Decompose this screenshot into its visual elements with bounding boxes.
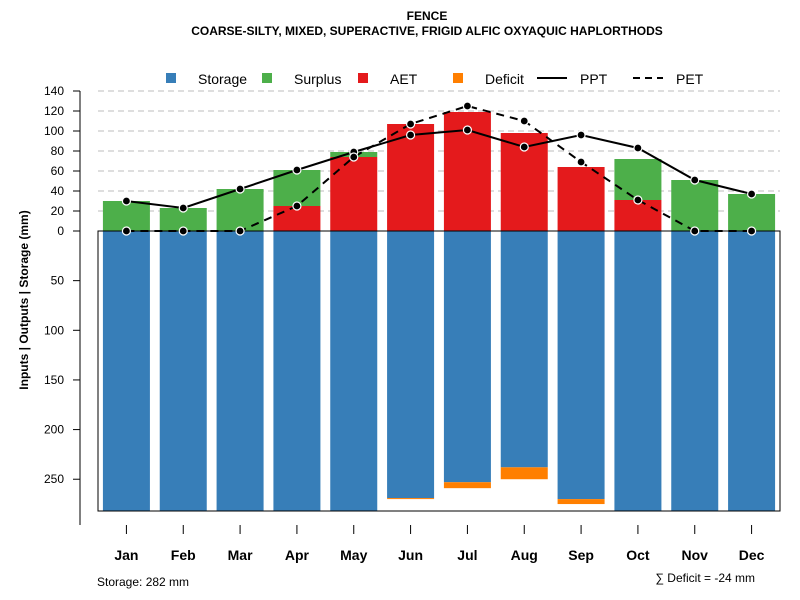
storage-bar-feb — [159, 231, 207, 511]
ppt-point-aug — [519, 142, 529, 152]
aet-bar-oct — [614, 200, 662, 231]
y-axis-label: Inputs | Outputs | Storage (mm) — [17, 210, 31, 389]
deficit-bar-jun — [387, 498, 435, 500]
storage-bar-jul — [443, 231, 491, 483]
legend-pet-label: PET — [676, 71, 704, 87]
legend-deficit-label: Deficit — [485, 71, 524, 87]
legend-ppt-label: PPT — [580, 71, 608, 87]
y-tick-label: 120 — [44, 104, 64, 118]
pet-point-jan — [121, 226, 132, 236]
legend: Storage Surplus AET Deficit PPT PET — [166, 71, 704, 87]
ppt-point-feb — [178, 203, 188, 213]
legend-storage-label: Storage — [198, 71, 247, 87]
x-axis: Jan Feb Mar Apr May Jun Jul Aug Sep Oct Nov Dec — [114, 525, 765, 563]
ppt-line — [126, 128, 752, 210]
storage-bar-apr — [273, 231, 321, 511]
y-tick-label: 60 — [51, 164, 65, 178]
ppt-point-jul — [462, 125, 473, 135]
series-points — [121, 101, 757, 236]
aet-bar-jun — [387, 124, 435, 231]
deficit-note: ∑ Deficit = -24 mm — [655, 571, 755, 585]
pet-point-mar — [235, 226, 245, 236]
deficit-bar-jul — [443, 482, 491, 489]
deficit-bar-aug — [500, 467, 548, 480]
chart-subtitle: COARSE-SILTY, MIXED, SUPERACTIVE, FRIGID… — [191, 24, 663, 38]
storage-bar-jan — [102, 231, 150, 511]
storage-bar-oct — [614, 231, 662, 511]
y-axis: 0 20 40 60 80 100 120 140 50 100 150 200 250 — [44, 84, 81, 525]
y-tick-label: 0 — [57, 224, 64, 238]
x-tick-label-dec: Dec — [739, 547, 765, 563]
aet-bar-may — [330, 157, 378, 231]
storage-bar-dec — [728, 231, 776, 511]
pet-point-sep — [576, 157, 586, 167]
x-tick-label-nov: Nov — [682, 547, 709, 563]
y-tick-label: 40 — [51, 184, 65, 198]
legend-aet-label: AET — [390, 71, 418, 87]
deficit-bar-sep — [557, 499, 605, 505]
x-tick-label-oct: Oct — [626, 547, 650, 563]
pet-point-jul — [462, 101, 473, 111]
x-tick-label-apr: Apr — [285, 547, 310, 563]
ppt-point-mar — [235, 184, 245, 194]
surplus-bar-feb — [159, 208, 207, 231]
y-tick-label: 250 — [44, 472, 64, 486]
y-tick-label: 50 — [51, 274, 65, 288]
storage-bar-mar — [216, 231, 264, 511]
legend-storage-swatch — [166, 73, 176, 83]
ppt-point-dec — [746, 189, 757, 199]
surplus-bar-nov — [671, 180, 719, 231]
storage-bar-aug — [500, 231, 548, 468]
pet-point-may — [349, 152, 359, 162]
x-tick-label-jan: Jan — [114, 547, 138, 563]
ppt-point-oct — [633, 143, 643, 153]
legend-deficit-swatch — [453, 73, 463, 83]
chart-title: FENCE — [407, 9, 448, 23]
x-tick-label-jun: Jun — [398, 547, 423, 563]
aet-bar-sep — [557, 167, 605, 231]
x-tick-label-mar: Mar — [228, 547, 253, 563]
y-tick-label: 100 — [44, 323, 64, 337]
pet-point-apr — [292, 201, 302, 211]
storage-bar-may — [330, 231, 378, 511]
ppt-point-nov — [690, 175, 700, 185]
storage-frame — [97, 230, 781, 512]
y-tick-label: 20 — [51, 204, 65, 218]
bars — [97, 112, 781, 512]
pet-line — [126, 104, 752, 232]
y-tick-label: 80 — [51, 144, 65, 158]
storage-bar-jun — [387, 231, 435, 499]
pet-point-nov — [690, 226, 700, 236]
pet-point-feb — [178, 226, 188, 236]
x-tick-label-jul: Jul — [457, 547, 477, 563]
surplus-bar-jan — [102, 201, 150, 231]
x-tick-label-sep: Sep — [568, 547, 594, 563]
legend-surplus-label: Surplus — [294, 71, 341, 87]
legend-surplus-swatch — [262, 73, 272, 83]
y-tick-label: 200 — [44, 423, 64, 437]
surplus-bar-dec — [728, 194, 776, 231]
legend-aet-swatch — [358, 73, 368, 83]
surplus-bar-oct — [614, 159, 662, 200]
ppt-point-sep — [576, 130, 586, 140]
pet-point-dec — [746, 226, 757, 236]
gridlines — [98, 90, 780, 212]
y-tick-label: 140 — [44, 84, 64, 98]
pet-point-oct — [633, 195, 643, 205]
storage-bar-sep — [557, 231, 605, 500]
ppt-point-jan — [121, 196, 132, 206]
ppt-point-jun — [405, 130, 416, 140]
storage-note: Storage: 282 mm — [97, 575, 189, 589]
x-tick-label-may: May — [340, 547, 367, 563]
pet-point-jun — [405, 119, 416, 129]
pet-point-aug — [519, 116, 529, 126]
y-tick-label: 150 — [44, 373, 64, 387]
y-tick-label: 100 — [44, 124, 64, 138]
x-tick-label-aug: Aug — [511, 547, 538, 563]
series-lines — [126, 104, 752, 232]
ppt-point-apr — [292, 165, 302, 175]
x-tick-label-feb: Feb — [171, 547, 196, 563]
storage-bar-nov — [671, 231, 719, 511]
